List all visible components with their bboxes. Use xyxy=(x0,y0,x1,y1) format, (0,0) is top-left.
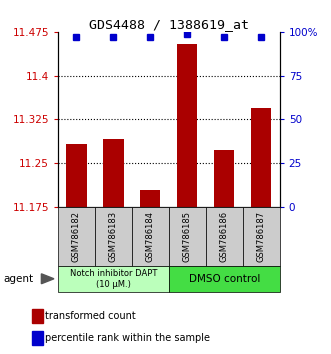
Bar xyxy=(132,207,169,266)
Bar xyxy=(140,189,161,207)
Text: agent: agent xyxy=(3,274,33,284)
Text: GSM786184: GSM786184 xyxy=(146,211,155,262)
Bar xyxy=(214,150,234,207)
Text: GSM786182: GSM786182 xyxy=(72,211,81,262)
Text: percentile rank within the sample: percentile rank within the sample xyxy=(45,332,211,343)
Bar xyxy=(251,108,271,207)
Bar xyxy=(32,331,42,345)
Bar xyxy=(32,309,42,323)
Text: GSM786185: GSM786185 xyxy=(183,211,192,262)
Bar xyxy=(169,207,206,266)
Bar xyxy=(58,207,95,266)
Bar xyxy=(103,139,123,207)
Text: GSM786186: GSM786186 xyxy=(220,211,229,262)
Bar xyxy=(243,207,280,266)
Title: GDS4488 / 1388619_at: GDS4488 / 1388619_at xyxy=(89,18,249,31)
Text: DMSO control: DMSO control xyxy=(189,274,260,284)
Bar xyxy=(206,207,243,266)
Bar xyxy=(66,144,87,207)
Text: Notch inhibitor DAPT
(10 μM.): Notch inhibitor DAPT (10 μM.) xyxy=(70,269,157,289)
Bar xyxy=(169,266,280,292)
Text: GSM786183: GSM786183 xyxy=(109,211,118,262)
Text: GSM786187: GSM786187 xyxy=(257,211,266,262)
Bar xyxy=(95,207,132,266)
Bar xyxy=(58,266,169,292)
Text: transformed count: transformed count xyxy=(45,311,136,321)
Bar xyxy=(177,44,198,207)
